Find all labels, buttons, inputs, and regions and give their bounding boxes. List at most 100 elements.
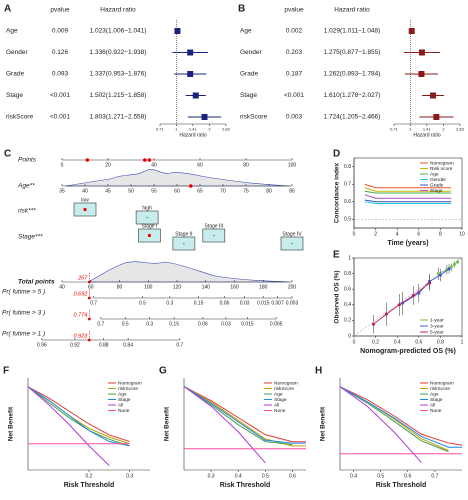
row-tick-label: 40 xyxy=(82,188,88,194)
series-line xyxy=(183,386,306,447)
estimate-point xyxy=(87,338,91,342)
legend-label: Stage xyxy=(274,397,287,403)
y-axis-label: Net Benefit xyxy=(164,406,171,441)
row-tick-label: 0.15 xyxy=(169,321,179,327)
x-tick-label: 0.71 xyxy=(156,127,165,132)
selected-value xyxy=(189,184,193,188)
hazard-ratio-point xyxy=(433,114,440,120)
estimate-label: 0.923 xyxy=(74,333,89,339)
panel-label: A xyxy=(4,4,11,15)
level-center xyxy=(183,242,185,245)
legend-label: Stage xyxy=(430,397,443,403)
hazard-ratio-label: 1.275(0.877−1.855) xyxy=(324,49,381,56)
hazard-ratio-label: 1.029(1.011−1.048) xyxy=(324,28,380,35)
p-value: 0.003 xyxy=(286,114,303,121)
x-tick-label: 2 xyxy=(208,127,211,132)
x-axis-label: Time (years) xyxy=(387,240,428,247)
total-points-density xyxy=(87,261,291,283)
hazard-ratio-point xyxy=(418,71,425,77)
legend-label: None xyxy=(274,408,286,414)
y-axis-label: Net Benefit xyxy=(8,406,15,441)
row-tick-label: 0.5 xyxy=(139,300,146,306)
x-tick-label: 0.3 xyxy=(126,473,133,479)
row-tick-label: 0.015 xyxy=(241,321,254,327)
x-tick-label: 0.2 xyxy=(86,473,93,479)
x-tick-label: 0.3 xyxy=(208,473,215,479)
legend-label: Stage xyxy=(430,188,443,194)
legend-label: Stage xyxy=(118,397,131,403)
column-header: pvalue xyxy=(50,7,70,14)
p-value: <0.001 xyxy=(50,114,70,121)
series-line xyxy=(183,386,266,464)
ideal-line xyxy=(353,257,463,337)
row-tick-label: 70 xyxy=(220,188,226,194)
legend-label: Gender xyxy=(430,177,446,183)
x-tick-label: 0.4 xyxy=(235,473,242,479)
calibration-point xyxy=(428,281,432,285)
legend-label: 1-year xyxy=(430,317,444,323)
x-tick-label: 0.71 xyxy=(390,127,399,132)
y-tick-label: 0.8 xyxy=(344,271,351,277)
row-tick-label: 75 xyxy=(243,188,249,194)
hazard-ratio-label: 1.502(1.215−1.858) xyxy=(90,92,147,99)
legend-label: Nomogram xyxy=(430,380,454,386)
row-tick-label: 0.7 xyxy=(97,321,104,327)
y-tick-label: 0.5 xyxy=(344,217,351,223)
column-header: pvalue xyxy=(284,7,304,14)
row-label: Age** xyxy=(17,183,35,190)
row-tick-label: 0.03 xyxy=(240,300,250,306)
series-line xyxy=(339,386,449,453)
selected-value xyxy=(85,158,90,162)
estimate-label: 267 xyxy=(77,275,88,281)
legend-label: Age xyxy=(430,171,439,177)
x-axis-label: Hazard ratio xyxy=(179,132,206,138)
hazard-ratio-point xyxy=(174,28,181,34)
panel-label: G xyxy=(159,366,167,377)
x-axis-label: Risk Threshold xyxy=(64,482,115,489)
variable-label: Age xyxy=(6,28,18,35)
row-label: risk*** xyxy=(18,208,36,215)
series-line xyxy=(364,194,452,199)
selected-value xyxy=(143,158,147,162)
variable-label: riskScore xyxy=(240,114,267,121)
y-tick-label: 0.8 xyxy=(344,164,351,170)
row-label: Total points xyxy=(18,279,55,286)
legend-label: Age xyxy=(274,391,283,397)
calibration-point xyxy=(411,293,415,297)
x-tick-label: 1 xyxy=(461,339,464,345)
p-value: <0.001 xyxy=(284,92,304,99)
series-line xyxy=(339,386,462,448)
row-tick-label: 0.005 xyxy=(270,321,283,327)
series-line xyxy=(183,386,306,444)
level-label: Stage IV xyxy=(282,231,302,237)
legend-label: Nomogram xyxy=(118,380,142,386)
row-tick-label: 80 xyxy=(243,162,249,168)
row-tick-label: 140 xyxy=(202,284,211,290)
estimate-point xyxy=(87,317,91,321)
row-tick-label: 80 xyxy=(117,284,123,290)
series-line xyxy=(339,386,422,463)
series-line xyxy=(27,386,110,466)
legend-label: Risk score xyxy=(430,166,453,172)
x-tick-label: 0.4 xyxy=(394,339,401,345)
selected-value xyxy=(147,158,152,162)
row-tick-label: 45 xyxy=(105,188,111,194)
x-tick-label: 0.8 xyxy=(437,339,444,345)
panel-label: E xyxy=(333,250,340,261)
hazard-ratio-point xyxy=(201,114,208,120)
calibration-point xyxy=(371,322,375,326)
panel-label: B xyxy=(238,4,245,15)
row-label: Pr( futime > 1 ) xyxy=(2,331,45,338)
row-tick-label: 180 xyxy=(259,284,268,290)
panel-label: C xyxy=(4,149,11,160)
legend-label: Grade xyxy=(430,182,444,188)
row-label: Pr( futime > 3 ) xyxy=(2,310,45,317)
x-tick-label: 1.41 xyxy=(423,127,432,132)
calibration-point xyxy=(438,273,442,277)
column-header: Hazard ratio xyxy=(334,7,370,14)
hazard-ratio-label: 1.724(1.205−2.466) xyxy=(324,114,381,121)
estimate-label: 0.774 xyxy=(74,312,88,318)
y-tick-label: 0.7 xyxy=(344,182,351,188)
row-tick-label: 0.5 xyxy=(122,321,129,327)
legend-label: None xyxy=(118,408,130,414)
